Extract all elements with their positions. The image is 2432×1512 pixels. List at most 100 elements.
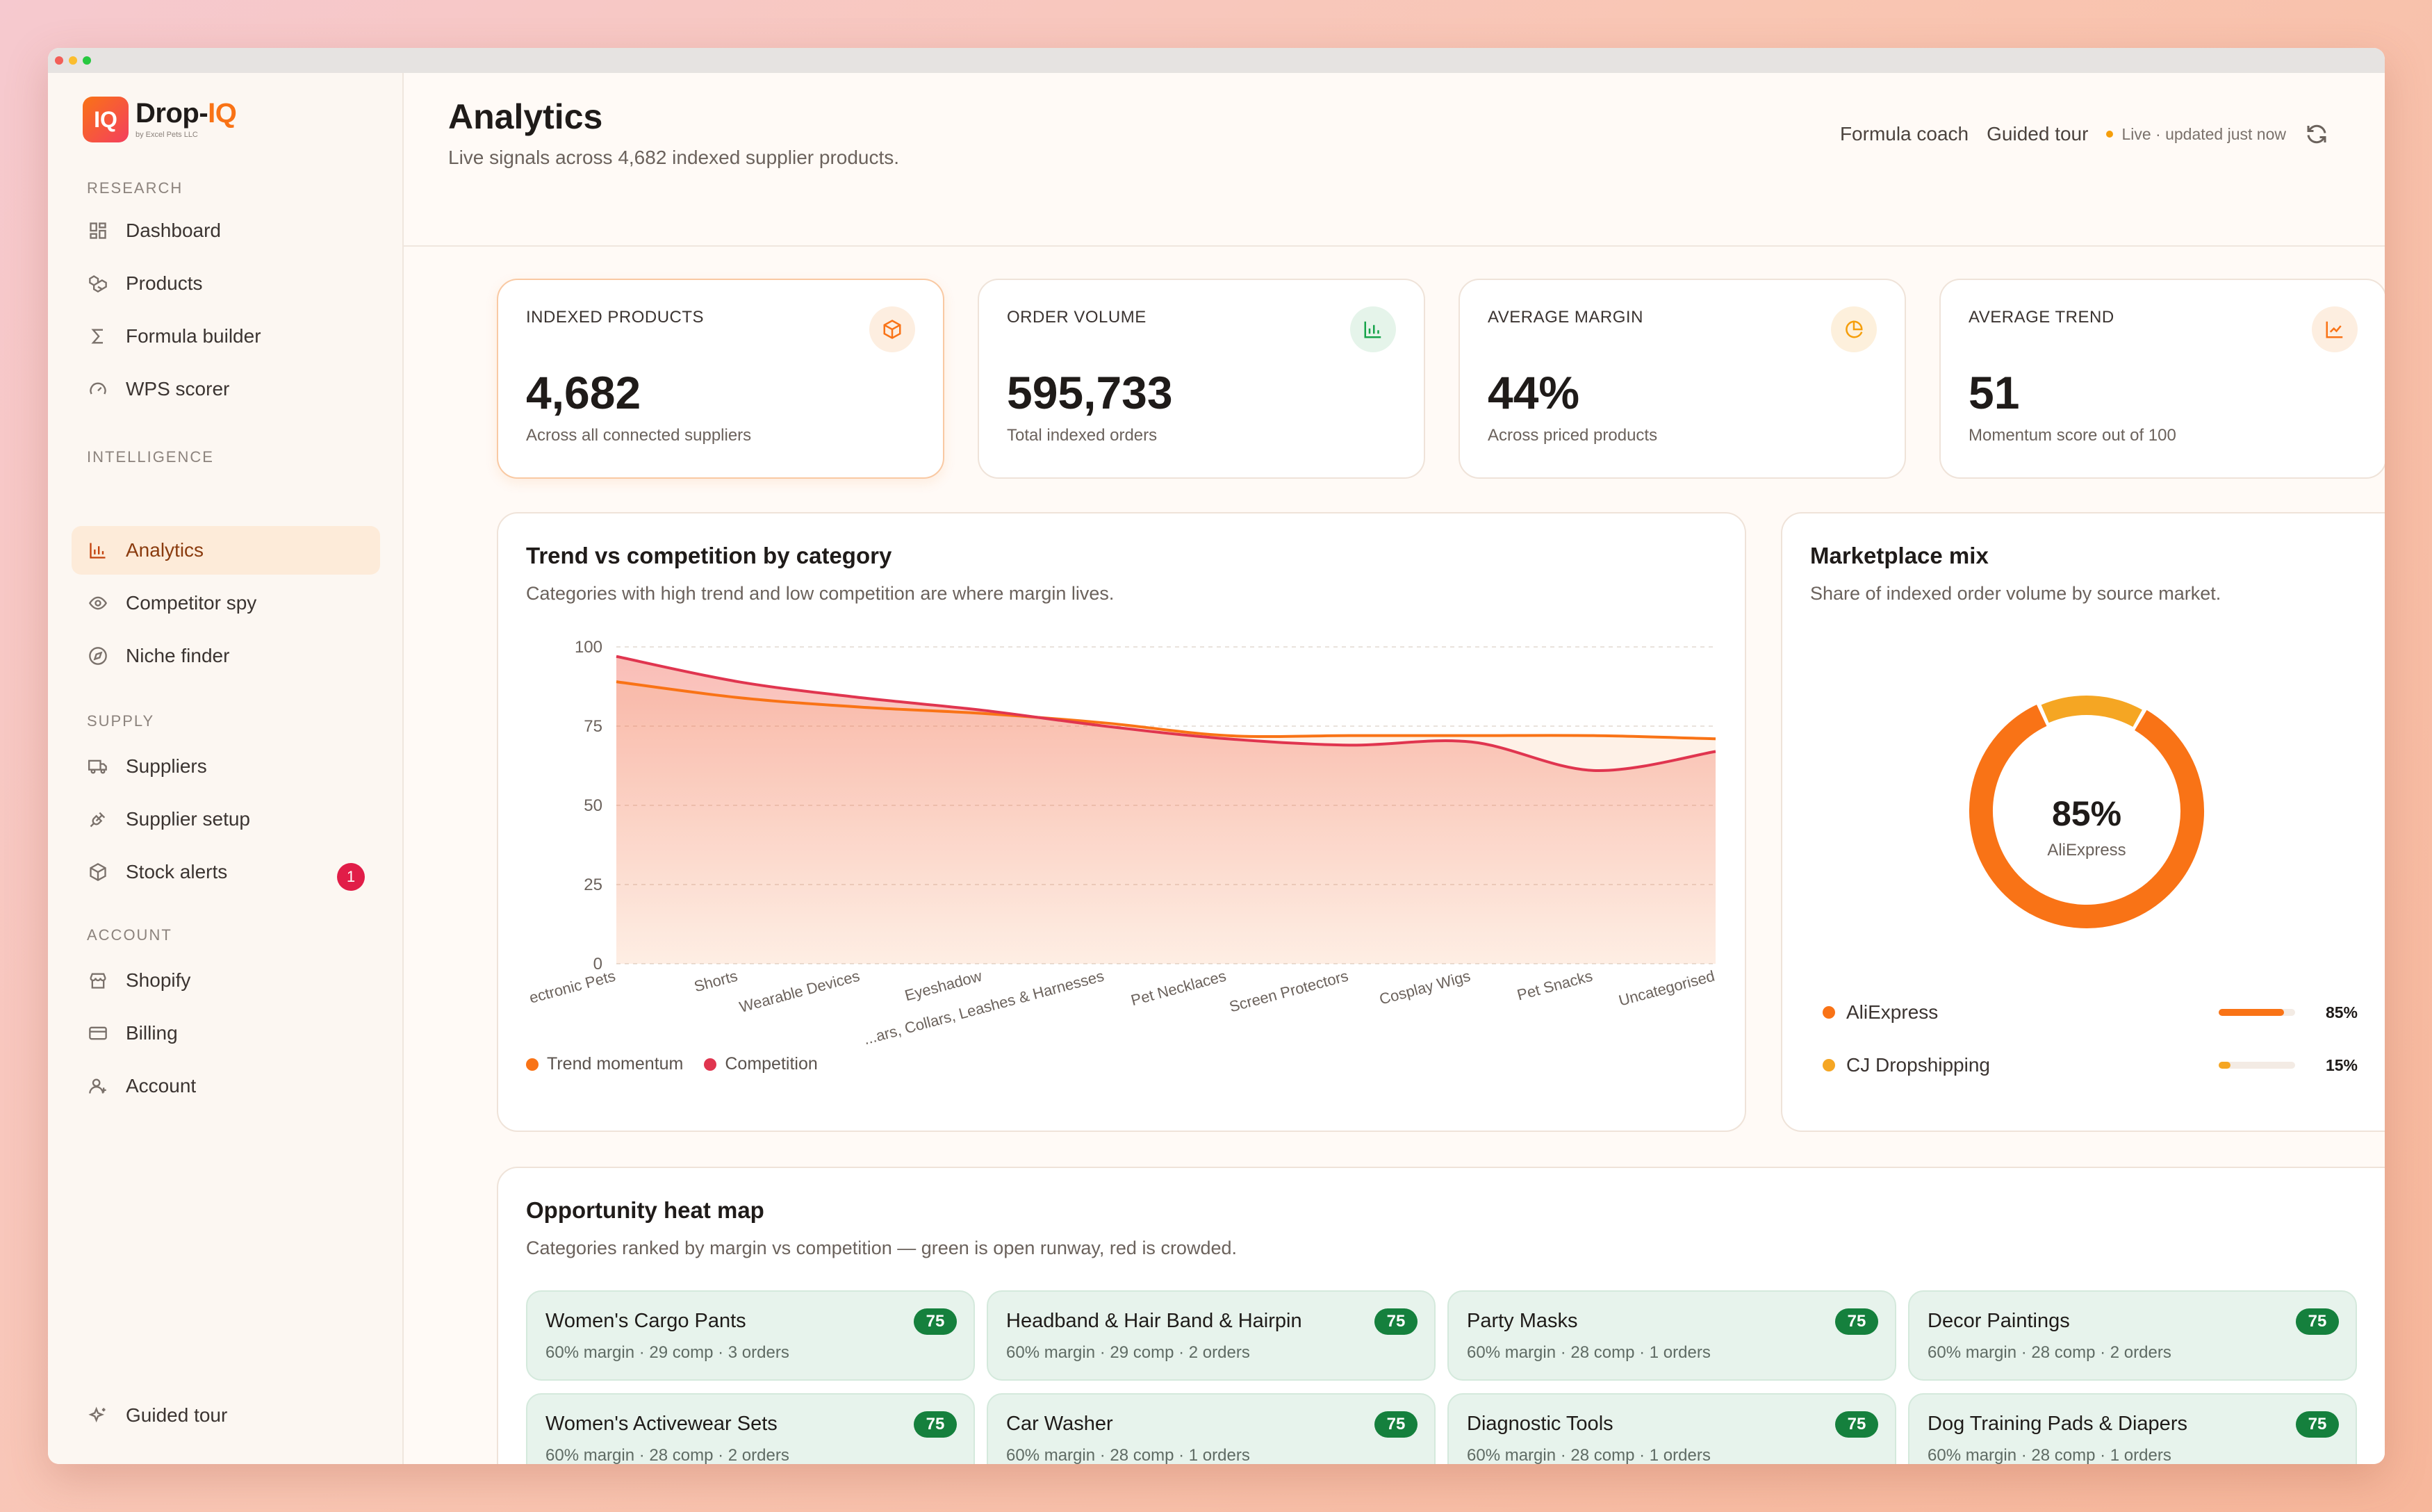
sidebar-item-label: Competitor spy: [126, 592, 257, 614]
sidebar-item-niche-finder[interactable]: Niche finder: [72, 632, 380, 680]
tile-meta: 60% margin · 28 comp · 1 orders: [1467, 1446, 1711, 1464]
mix-row-label: CJ Dropshipping: [1846, 1054, 1990, 1076]
brand-logo[interactable]: IQ Drop-IQ by Excel Pets LLC: [83, 97, 237, 142]
sidebar-item-stock-alerts[interactable]: Stock alerts 1: [72, 848, 380, 896]
competition-area: [616, 656, 1716, 964]
tile-name: Diagnostic Tools: [1467, 1413, 1613, 1435]
stat-card-average-trend: AVERAGE TREND 51 Momentum score out of 1…: [1939, 279, 2385, 479]
sidebar-item-label: Dashboard: [126, 220, 221, 241]
nav-section-research: RESEARCH: [87, 179, 183, 197]
competition-line: [616, 655, 1716, 772]
sidebar-item-dashboard[interactable]: Dashboard: [72, 206, 380, 255]
maximize-window-button[interactable]: [83, 56, 91, 65]
opportunity-heatmap-card: Opportunity heat map Categories ranked b…: [497, 1167, 2385, 1464]
eye-icon: [87, 592, 109, 614]
sidebar-item-label: Analytics: [126, 539, 204, 561]
stat-label: INDEXED PRODUCTS: [526, 308, 705, 327]
brand-tagline: by Excel Pets LLC: [135, 131, 198, 139]
tile-name: Headband & Hair Band & Hairpin: [1006, 1310, 1302, 1332]
sidebar-item-account[interactable]: Account: [72, 1062, 380, 1110]
sidebar-item-label: Products: [126, 272, 203, 294]
stat-card-order-volume: ORDER VOLUME 595,733 Total indexed order…: [978, 279, 1425, 479]
y-tick-label: 75: [584, 717, 602, 736]
brand-name: Drop-IQ: [135, 98, 237, 129]
tile-meta: 60% margin · 28 comp · 1 orders: [1006, 1446, 1250, 1464]
legend-item-trend[interactable]: Trend momentum: [526, 1054, 683, 1074]
live-dot: [2106, 131, 2114, 138]
sidebar-item-label: Billing: [126, 1022, 178, 1044]
tile-meta: 60% margin · 28 comp · 2 orders: [545, 1446, 789, 1464]
sidebar-item-label: WPS scorer: [126, 378, 230, 400]
heatmap-tile[interactable]: Women's Cargo Pants 60% margin · 29 comp…: [526, 1290, 975, 1381]
stat-label: ORDER VOLUME: [1007, 308, 1147, 327]
x-tick-label: Cosplay Wigs: [1377, 967, 1472, 1008]
sidebar-item-supplier-setup[interactable]: Supplier setup: [72, 795, 380, 844]
heatmap-tile[interactable]: Headband & Hair Band & Hairpin 60% margi…: [987, 1290, 1436, 1381]
mix-progress-fill: [2219, 1009, 2284, 1016]
sidebar-item-shopify[interactable]: Shopify: [72, 956, 380, 1005]
tile-score-badge: 75: [914, 1411, 957, 1438]
donut-center-value: 85%: [2052, 794, 2121, 833]
tile-score-badge: 75: [914, 1308, 957, 1335]
stat-caption: Across priced products: [1488, 426, 1658, 445]
legend-swatch: [704, 1058, 717, 1071]
nav-section-supply: SUPPLY: [87, 712, 155, 730]
legend-item-competition[interactable]: Competition: [704, 1054, 818, 1074]
sidebar-item-formula-builder[interactable]: Formula builder: [72, 312, 380, 361]
tile-score-badge: 75: [1835, 1411, 1878, 1438]
bar-chart-icon: [87, 539, 109, 561]
nav-section-intelligence: INTELLIGENCE: [87, 448, 214, 466]
x-tick-label: Wearable Devices: [737, 967, 862, 1016]
sidebar-item-billing[interactable]: Billing: [72, 1009, 380, 1058]
legend-swatch: [1823, 1006, 1835, 1019]
stat-card-average-margin: AVERAGE MARGIN 44% Across priced product…: [1459, 279, 1906, 479]
tile-name: Car Washer: [1006, 1413, 1113, 1435]
x-tick-label: Eyeshadow: [903, 967, 983, 1005]
mix-progress-fill: [2219, 1062, 2230, 1069]
live-status-text: Live · updated just now: [2121, 124, 2286, 143]
tile-name: Women's Activewear Sets: [545, 1413, 778, 1435]
guided-tour-link[interactable]: Guided tour: [1987, 123, 2089, 145]
stat-caption: Total indexed orders: [1007, 426, 1158, 445]
close-window-button[interactable]: [55, 56, 63, 65]
donut-slice-0: [1969, 705, 2204, 928]
heatmap-tile[interactable]: Decor Paintings 60% margin · 28 comp · 2…: [1908, 1290, 2357, 1381]
heatmap-tile[interactable]: Dog Training Pads & Diapers 60% margin ·…: [1908, 1393, 2357, 1464]
sidebar-item-wps-scorer[interactable]: WPS scorer: [72, 365, 380, 413]
heatmap-tile[interactable]: Diagnostic Tools 60% margin · 28 comp · …: [1447, 1393, 1896, 1464]
page-subtitle: Live signals across 4,682 indexed suppli…: [448, 147, 900, 168]
donut-center-label: AliExpress: [2047, 841, 2126, 860]
sidebar-item-label: Shopify: [126, 969, 191, 991]
mix-progress-bar: [2219, 1062, 2295, 1069]
refresh-icon[interactable]: [2304, 122, 2329, 147]
formula-coach-link[interactable]: Formula coach: [1839, 123, 1969, 145]
sidebar-item-suppliers[interactable]: Suppliers: [72, 742, 380, 791]
tile-meta: 60% margin · 29 comp · 3 orders: [545, 1343, 789, 1362]
tile-meta: 60% margin · 28 comp · 2 orders: [1928, 1343, 2171, 1362]
heatmap-tile[interactable]: Party Masks 60% margin · 28 comp · 1 ord…: [1447, 1290, 1896, 1381]
tile-score-badge: 75: [2296, 1308, 2339, 1335]
minimize-window-button[interactable]: [69, 56, 77, 65]
y-tick-label: 0: [593, 955, 602, 973]
sidebar-guided-tour[interactable]: Guided tour: [72, 1391, 380, 1440]
sidebar-item-competitor-spy[interactable]: Competitor spy: [72, 579, 380, 627]
x-tick-label: Pet Snacks: [1515, 967, 1595, 1004]
nav-section-account: ACCOUNT: [87, 926, 172, 944]
app-window: IQ Drop-IQ by Excel Pets LLC RESEARCH Da…: [48, 48, 2385, 1464]
chart-legend: Trend momentum Competition: [526, 1054, 818, 1074]
stat-value: 4,682: [526, 367, 641, 418]
mix-row-label: AliExpress: [1846, 1001, 1939, 1023]
mix-card-title: Marketplace mix: [1810, 543, 1989, 568]
heatmap-tile[interactable]: Car Washer 60% margin · 28 comp · 1 orde…: [987, 1393, 1436, 1464]
heatmap-tile[interactable]: Women's Activewear Sets 60% margin · 28 …: [526, 1393, 975, 1464]
sidebar-item-analytics[interactable]: Analytics: [72, 526, 380, 575]
trend-chart-card: Trend vs competition by category Categor…: [497, 512, 1746, 1132]
sidebar-item-products[interactable]: Products: [72, 259, 380, 308]
tile-name: Decor Paintings: [1928, 1310, 2070, 1332]
pie-chart-icon: [1831, 306, 1877, 352]
bar-chart-icon: [1350, 306, 1396, 352]
tile-score-badge: 75: [1835, 1308, 1878, 1335]
x-tick-label: ectronic Pets: [527, 967, 617, 1007]
sidebar-item-label: Suppliers: [126, 755, 207, 777]
